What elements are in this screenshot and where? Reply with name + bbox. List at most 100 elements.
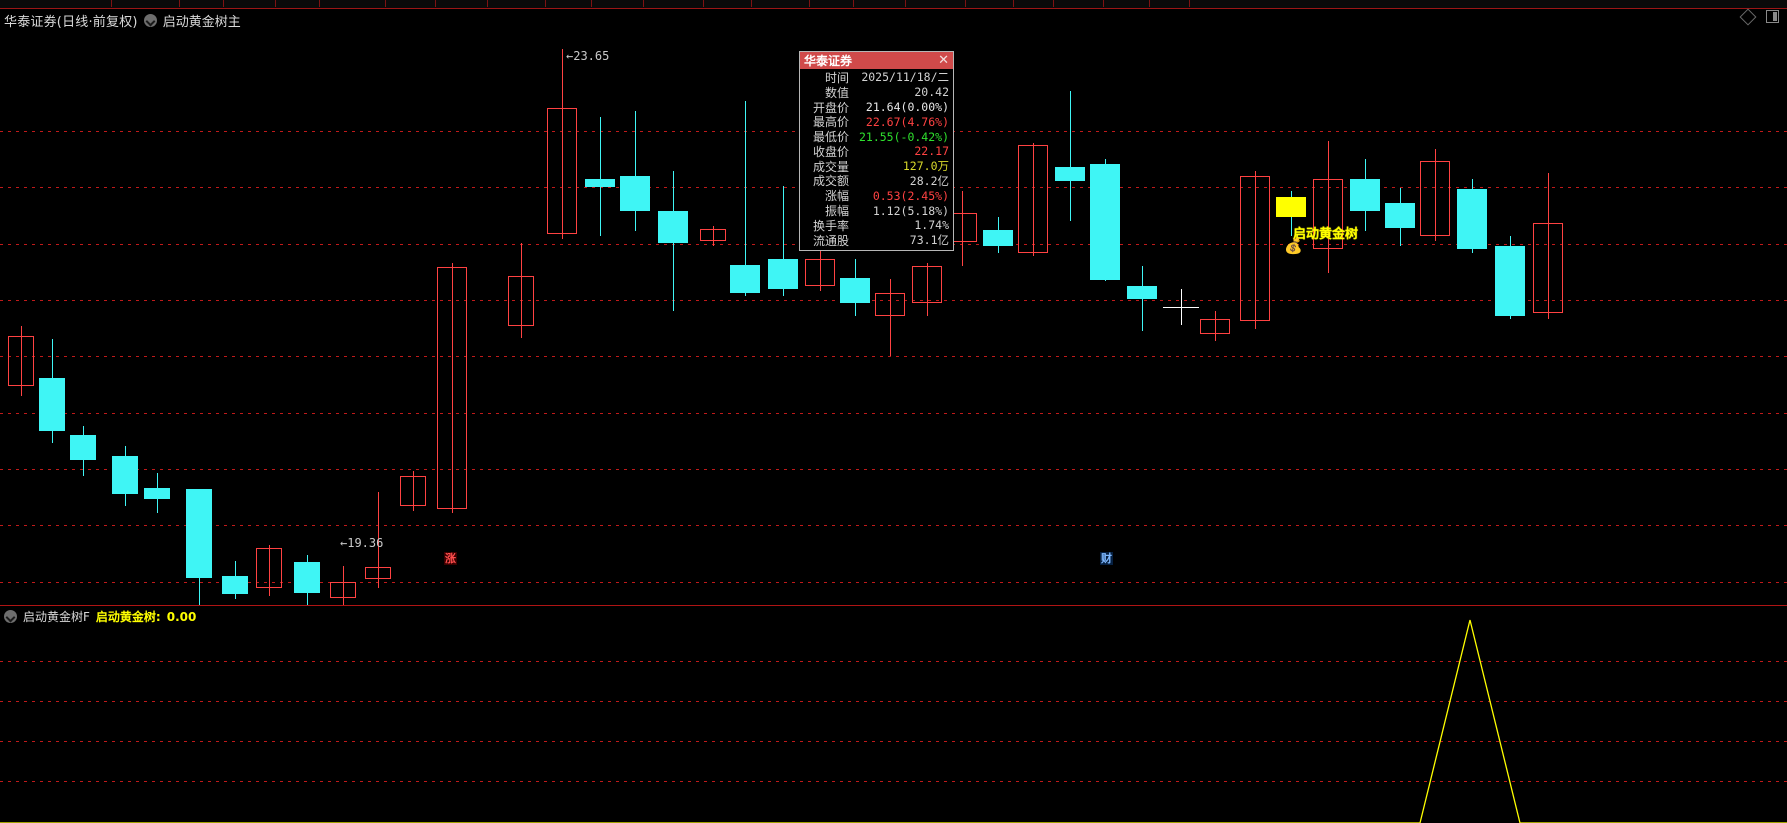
toolbar-cell-5[interactable] (320, 0, 386, 7)
toolbar-cell-0[interactable] (60, 0, 112, 7)
diamond-icon[interactable] (1739, 8, 1757, 25)
candle-wick (962, 191, 963, 266)
candle-body (1495, 246, 1525, 316)
candle-body (1090, 164, 1120, 280)
candle-body (1385, 203, 1415, 228)
panel-layout-icon[interactable] (1766, 10, 1779, 23)
tooltip-row-key: 时间 (824, 70, 849, 85)
candle-body (400, 476, 426, 506)
marker-zhang[interactable]: 涨 (444, 552, 457, 565)
candle-body (112, 456, 138, 494)
candle-body (39, 378, 65, 431)
candle-body (700, 229, 726, 241)
marker-cai[interactable]: 财 (1100, 552, 1113, 565)
candle-wick (927, 263, 928, 316)
tooltip-row-key: 收盘价 (812, 144, 849, 159)
candle-body (222, 576, 248, 594)
toolbar-cell-20[interactable] (1104, 0, 1150, 7)
candle-wick (1070, 91, 1071, 221)
tooltip-row-value: 1.74% (914, 218, 949, 233)
toolbar-cell-8[interactable] (488, 0, 546, 7)
candle-wick (713, 226, 714, 246)
candle-wick (600, 117, 601, 236)
tooltip-row-key: 换手率 (812, 218, 849, 233)
page-title: 华泰证券(日线·前复权) (4, 14, 138, 30)
toolbar-cell-16[interactable] (906, 0, 966, 7)
toolbar-cell-3[interactable] (224, 0, 276, 7)
toolbar-cell-11[interactable] (644, 0, 704, 7)
quote-tooltip-window[interactable]: 华泰证券 ✕ 时间 2025/11/18/二 数值 20.42 开盘价 21.64(0.0… (799, 51, 954, 251)
indicator-pane[interactable]: 启动黄金树F 启动黄金树: 0.00 www.gushichanghong.co… (0, 605, 1787, 823)
toolbar-cell-10[interactable] (592, 0, 644, 7)
close-icon[interactable]: ✕ (938, 53, 949, 68)
candle-body (1457, 189, 1487, 249)
tooltip-row: 收盘价 22.17 (800, 144, 953, 159)
toolbar-cell-15[interactable] (854, 0, 906, 7)
tooltip-row: 振幅 1.12(5.18%) (800, 203, 953, 219)
toolbar-cell-7[interactable] (436, 0, 488, 7)
candle-body (805, 259, 835, 286)
tooltip-row-value: 0.53(2.45%) (872, 188, 949, 203)
candle-body (983, 230, 1013, 246)
candle-wick (1255, 171, 1256, 329)
price-chart-pane[interactable]: ←23.65 ←19.36 启动黄金树 💰 涨 财 华泰证券 ✕ 时间 2025/… (0, 31, 1787, 605)
crosshair-horizontal (1163, 307, 1199, 308)
buy-signal-label: 启动黄金树 (1293, 227, 1359, 242)
toolbar-cell-21[interactable] (1150, 0, 1190, 7)
toolbar-cell-9[interactable] (546, 0, 592, 7)
candle-body (1350, 179, 1380, 211)
main-indicator-label: 启动黄金树主 (162, 14, 241, 30)
tooltip-row: 开盘价 21.64(0.00%) (800, 100, 953, 115)
toolbar-cell-18[interactable] (1014, 0, 1054, 7)
candle-wick (562, 49, 563, 239)
candle-wick (635, 111, 636, 231)
candle-body (840, 278, 870, 303)
gridline (0, 781, 1787, 782)
candle-body (658, 211, 688, 243)
candle-body (365, 567, 391, 579)
indicator-name: 启动黄金树F (23, 610, 90, 624)
candle-body (1200, 319, 1230, 334)
tooltip-row: 涨幅 0.53(2.45%) (800, 188, 953, 204)
candle-body (547, 108, 577, 234)
gridline (0, 356, 1787, 357)
toolbar-cell-1[interactable] (112, 0, 180, 7)
candle-body (912, 266, 942, 303)
chevron-down-circle-icon[interactable] (143, 13, 157, 27)
tooltip-row: 流通股 73.1亿 (800, 233, 953, 248)
candle-body (1533, 223, 1563, 313)
low-price-callout: ←19.36 (340, 536, 384, 550)
candle-body (508, 276, 534, 326)
candle-wick (1215, 311, 1216, 341)
indicator-spike-line (0, 619, 1787, 823)
candle-wick (378, 492, 379, 588)
candle-body (70, 435, 96, 460)
toolbar-cell-2[interactable] (180, 0, 224, 7)
tooltip-row: 数值 20.42 (800, 85, 953, 100)
toolbar-cell-19[interactable] (1054, 0, 1104, 7)
candle-body (1127, 286, 1157, 299)
toolbar-cell-14[interactable] (810, 0, 854, 7)
toolbar-cell-4[interactable] (276, 0, 320, 7)
candle-body (1420, 161, 1450, 236)
gridline (0, 525, 1787, 526)
tooltip-row-key: 振幅 (824, 204, 849, 219)
top-toolbar-strip[interactable] (0, 0, 1787, 9)
gridline (0, 300, 1787, 301)
candle-wick (890, 279, 891, 356)
high-price-callout: ←23.65 (566, 49, 610, 63)
candle-body (186, 489, 212, 578)
candle-body (1018, 145, 1048, 253)
toolbar-cell-17[interactable] (966, 0, 1014, 7)
tooltip-row-value: 22.67(4.76%) (865, 114, 949, 129)
candle-body (875, 293, 905, 316)
tooltip-row-key: 涨幅 (824, 189, 849, 204)
toolbar-cell-6[interactable] (386, 0, 436, 7)
toolbar-cell-13[interactable] (752, 0, 810, 7)
candle-body (1055, 167, 1085, 181)
candle-wick (745, 101, 746, 296)
chevron-down-circle-icon[interactable] (4, 610, 17, 623)
candle-wick (21, 326, 22, 396)
toolbar-cell-12[interactable] (704, 0, 752, 7)
